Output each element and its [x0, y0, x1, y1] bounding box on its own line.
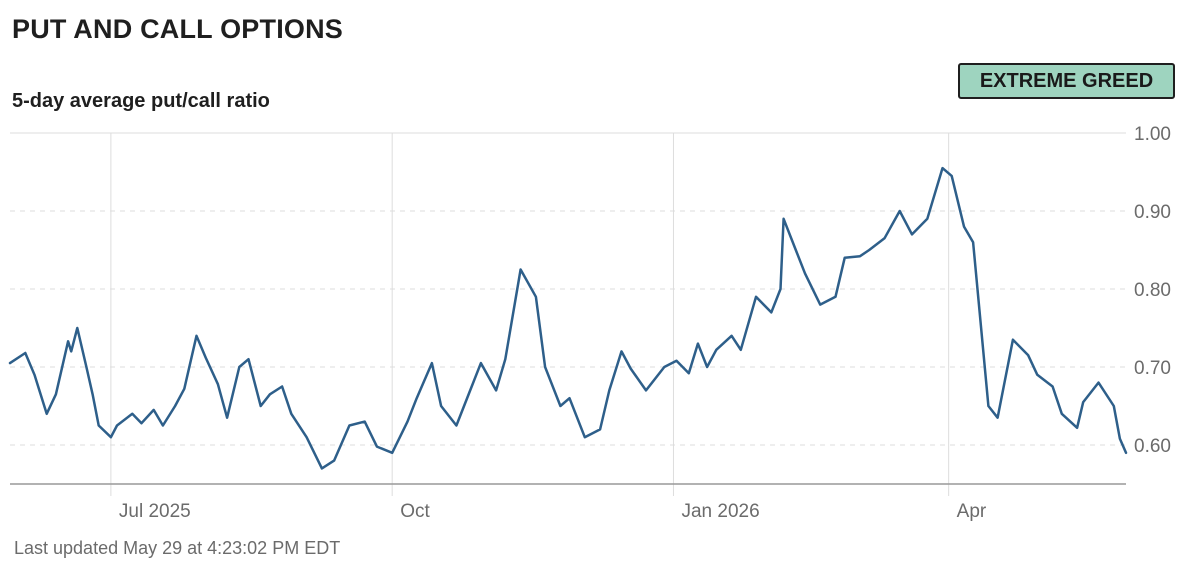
- y-tick-label: 1.00: [1134, 124, 1171, 145]
- last-updated-text: Last updated May 29 at 4:23:02 PM EDT: [14, 538, 341, 558]
- x-tick-labels: Jul 2025 Oct Jan 2026 Apr: [119, 501, 987, 522]
- sentiment-badge: EXTREME GREED: [958, 63, 1175, 99]
- x-tick-label: Jul 2025: [119, 501, 191, 522]
- page-title: PUT AND CALL OPTIONS: [12, 14, 344, 44]
- y-tick-label: 0.80: [1134, 280, 1171, 301]
- y-tick-label: 0.60: [1134, 436, 1171, 457]
- put-call-chart: 0.60 0.70 0.80 0.90 1.00 Jul 2025 Oct Jan 2026…: [8, 124, 1171, 522]
- chart-subtitle: 5-day average put/call ratio: [12, 90, 270, 112]
- x-tick-label: Jan 2026: [681, 501, 759, 522]
- x-tick-label: Apr: [957, 501, 987, 522]
- y-gridlines: [10, 132, 1126, 446]
- y-tick-label: 0.90: [1134, 202, 1171, 223]
- x-tick-label: Oct: [400, 501, 430, 522]
- y-tick-label: 0.70: [1134, 358, 1171, 379]
- y-tick-labels: 0.60 0.70 0.80 0.90 1.00: [1134, 124, 1171, 457]
- series-line: [8, 166, 1128, 470]
- x-gridlines: [110, 133, 950, 496]
